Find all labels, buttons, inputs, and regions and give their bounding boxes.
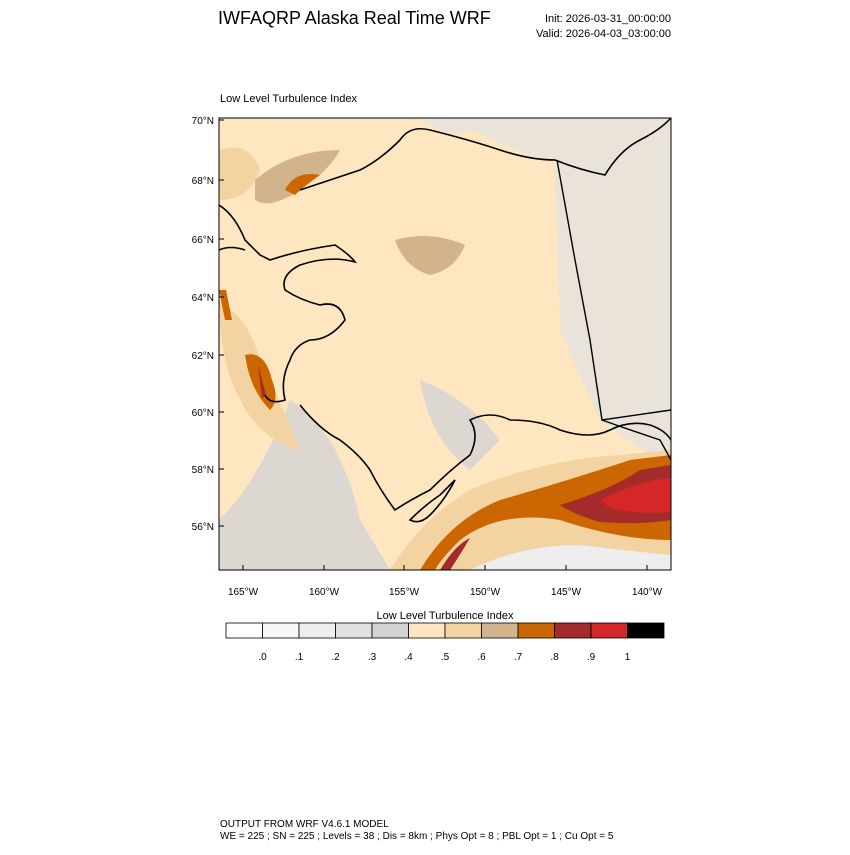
- colorbar-box: [590, 622, 628, 639]
- colorbar-label: .2: [331, 652, 340, 663]
- lat-label: 62°N: [192, 351, 214, 362]
- footer-line: OUTPUT FROM WRF V4.6.1 MODEL: [220, 819, 389, 830]
- lat-label: 68°N: [192, 176, 214, 187]
- footer-line: WE = 225 ; SN = 225 ; Levels = 38 ; Dis …: [220, 831, 614, 842]
- init-time: Init: 2026-03-31_00:00:00: [545, 13, 671, 25]
- lat-label: 60°N: [192, 408, 214, 419]
- map-frame: [218, 117, 672, 571]
- colorbar-label: .8: [550, 652, 559, 663]
- coastlines: [219, 118, 671, 523]
- colorbar-box: [262, 622, 300, 639]
- borders: [556, 159, 671, 461]
- main-title: IWFAQRP Alaska Real Time WRF: [218, 8, 491, 28]
- colorbar-box: [517, 622, 555, 639]
- colorbar-box: [298, 622, 336, 639]
- colorbar-title: Low Level Turbulence Index: [377, 610, 514, 622]
- lat-label: 58°N: [192, 465, 214, 476]
- colorbar-box: [408, 622, 446, 639]
- axis-ticks: 70°N 68°N 66°N 64°N 62°N 60°N 58°N 56°N 165°W 160…: [192, 116, 663, 598]
- colorbar-label: .1: [295, 652, 304, 663]
- colorbar: .0 .1 .2 .3 .4 .5 .6 .7 .8 .9 1: [225, 622, 665, 663]
- lat-label: 70°N: [192, 116, 214, 127]
- colorbar-box: [225, 622, 263, 639]
- valid-time: Valid: 2026-04-03_03:00:00: [536, 28, 671, 40]
- lon-label: 165°W: [228, 587, 259, 598]
- lon-label: 145°W: [551, 587, 582, 598]
- lat-label: 56°N: [192, 522, 214, 533]
- map-title: Low Level Turbulence Index: [220, 93, 357, 105]
- lat-label: 66°N: [192, 235, 214, 246]
- colorbar-label: .5: [441, 652, 450, 663]
- colorbar-label: 1: [625, 652, 631, 663]
- lon-label: 160°W: [309, 587, 340, 598]
- colorbar-box: [444, 622, 482, 639]
- colorbar-label: .7: [514, 652, 523, 663]
- lat-label: 64°N: [192, 293, 214, 304]
- colorbar-box: [335, 622, 373, 639]
- colorbar-box: [627, 622, 665, 639]
- colorbar-label: .0: [258, 652, 267, 663]
- lon-label: 140°W: [632, 587, 663, 598]
- map-field: [219, 118, 671, 570]
- colorbar-label: .9: [587, 652, 596, 663]
- colorbar-label: .6: [477, 652, 486, 663]
- colorbar-box: [481, 622, 519, 639]
- colorbar-label: .3: [368, 652, 377, 663]
- colorbar-box: [371, 622, 409, 639]
- lon-label: 155°W: [389, 587, 420, 598]
- lon-label: 150°W: [470, 587, 501, 598]
- colorbar-label: .4: [404, 652, 413, 663]
- colorbar-box: [554, 622, 592, 639]
